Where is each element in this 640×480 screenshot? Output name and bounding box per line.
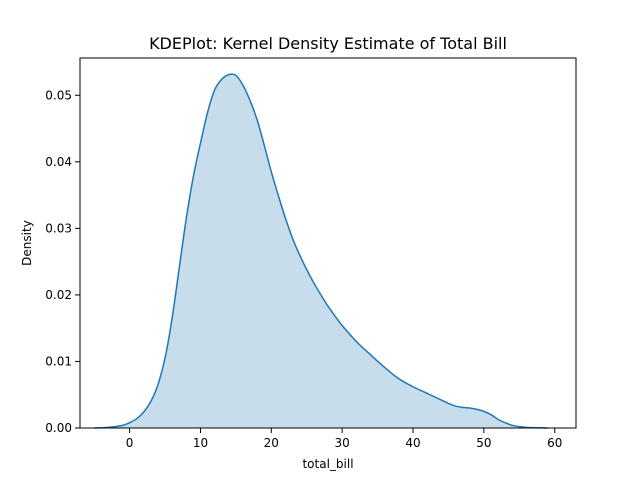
y-axis: 0.00 0.01 0.02 0.03 0.04 0.05 <box>45 88 80 435</box>
plot-frame <box>79 57 577 429</box>
y-tick-label: 0.02 <box>45 288 72 302</box>
x-tick-label: 60 <box>547 436 562 450</box>
x-tick-label: 20 <box>264 436 279 450</box>
plot-area <box>94 73 548 429</box>
y-tick-label: 0.03 <box>45 221 72 235</box>
x-tick-label: 40 <box>405 436 420 450</box>
density-area-0 <box>94 74 548 429</box>
y-tick-label: 0.04 <box>45 155 72 169</box>
x-tick-label: 10 <box>193 436 208 450</box>
x-tick-label: 50 <box>476 436 491 450</box>
chart-title: KDEPlot: Kernel Density Estimate of Tota… <box>149 34 507 53</box>
x-axis: 0 10 20 30 40 50 60 <box>126 428 562 450</box>
x-tick-label: 30 <box>335 436 350 450</box>
x-tick-label: 0 <box>126 436 134 450</box>
x-axis-label: total_bill <box>302 457 353 471</box>
y-tick-label: 0.00 <box>45 421 72 435</box>
density-line-0 <box>94 73 548 429</box>
y-tick-label: 0.05 <box>45 88 72 102</box>
y-tick-label: 0.01 <box>45 354 72 368</box>
y-axis-label: Density <box>20 220 34 266</box>
